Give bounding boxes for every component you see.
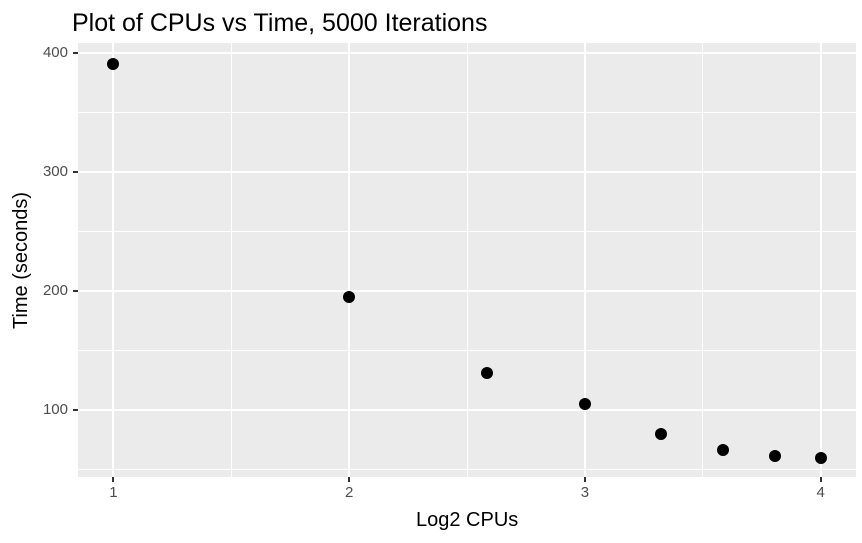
data-point xyxy=(654,428,667,441)
y-tick-mark xyxy=(73,51,78,54)
plot-panel xyxy=(78,43,856,477)
x-minor-gridline xyxy=(230,43,232,477)
x-tick-mark xyxy=(583,477,586,482)
y-tick-mark xyxy=(73,290,78,292)
x-tick-label: 2 xyxy=(344,484,354,501)
y-major-gridline xyxy=(78,409,856,412)
data-point xyxy=(716,443,729,456)
data-point xyxy=(343,290,356,303)
x-minor-gridline xyxy=(466,43,468,477)
y-tick-label: 400 xyxy=(42,43,68,61)
x-tick-mark xyxy=(112,477,115,482)
y-tick-label: 300 xyxy=(42,162,68,180)
y-tick-mark xyxy=(73,170,78,173)
y-axis-title: Time (seconds) xyxy=(9,191,32,329)
x-major-gridline xyxy=(819,43,822,477)
x-tick-mark xyxy=(819,477,822,482)
x-tick-label: 3 xyxy=(580,484,590,501)
y-major-gridline xyxy=(78,170,856,173)
y-major-gridline xyxy=(78,290,856,292)
x-major-gridline xyxy=(112,43,115,477)
data-point xyxy=(481,367,494,380)
x-major-gridline xyxy=(348,43,351,477)
x-major-gridline xyxy=(583,43,586,477)
x-tick-label: 4 xyxy=(816,484,825,501)
y-tick-label: 200 xyxy=(42,282,68,299)
x-minor-gridline xyxy=(702,43,704,477)
x-axis-title: Log2 CPUs xyxy=(416,509,519,531)
data-point xyxy=(814,451,827,464)
x-tick-mark xyxy=(348,477,351,482)
data-point xyxy=(769,449,782,462)
chart-title: Plot of CPUs vs Time, 5000 Iterations xyxy=(72,9,488,37)
data-point xyxy=(107,58,120,71)
y-tick-label: 100 xyxy=(42,401,68,419)
x-tick-label: 1 xyxy=(109,484,118,501)
y-major-gridline xyxy=(78,51,856,54)
y-tick-mark xyxy=(73,409,78,412)
data-point xyxy=(578,398,591,411)
